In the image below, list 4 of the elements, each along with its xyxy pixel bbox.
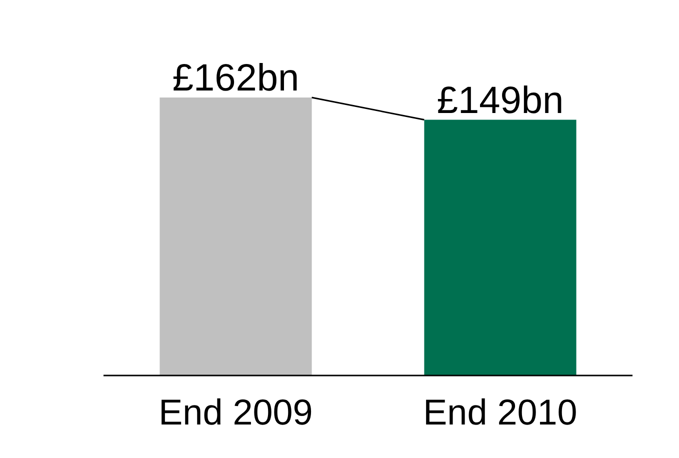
data-label: £162bn: [172, 57, 300, 100]
x-tick-label: End 2010: [423, 392, 578, 432]
data-label: £149bn: [436, 80, 564, 122]
x-tick-label: End 2009: [158, 392, 313, 432]
